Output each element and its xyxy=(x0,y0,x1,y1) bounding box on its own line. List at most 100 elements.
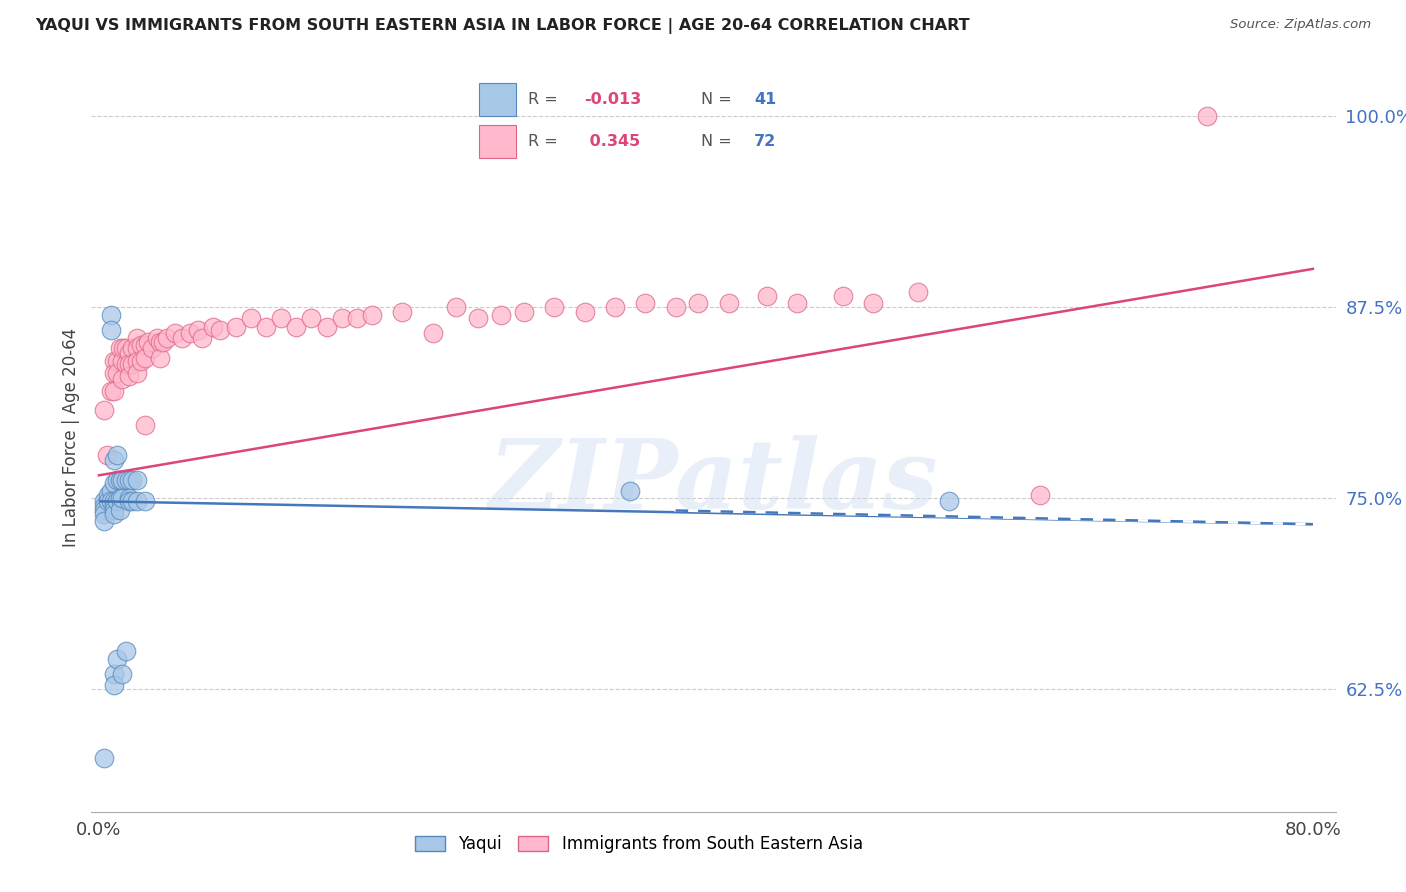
Point xyxy=(467,310,489,325)
Point xyxy=(163,326,186,340)
Point xyxy=(115,357,138,371)
Point xyxy=(422,326,444,340)
Point xyxy=(121,357,143,371)
Point xyxy=(225,320,247,334)
Point xyxy=(191,331,214,345)
Point xyxy=(125,353,148,368)
Point xyxy=(489,308,512,322)
Point xyxy=(141,342,163,356)
Point xyxy=(152,335,174,350)
Point xyxy=(110,503,132,517)
Point xyxy=(285,320,308,334)
Point xyxy=(134,494,156,508)
Point xyxy=(125,342,148,356)
Point xyxy=(103,678,125,692)
Point xyxy=(209,323,232,337)
Point xyxy=(105,366,128,380)
Point xyxy=(391,304,413,318)
Point xyxy=(103,384,125,399)
Point xyxy=(103,353,125,368)
Point xyxy=(97,494,120,508)
Point xyxy=(105,473,128,487)
Point xyxy=(103,503,125,517)
Point xyxy=(111,473,134,487)
Point xyxy=(100,494,122,508)
Point xyxy=(100,384,122,399)
Point xyxy=(105,353,128,368)
Point xyxy=(315,320,337,334)
Point xyxy=(93,507,115,521)
Y-axis label: In Labor Force | Age 20-64: In Labor Force | Age 20-64 xyxy=(62,327,80,547)
Point xyxy=(111,372,134,386)
Point xyxy=(125,494,148,508)
Point xyxy=(100,483,122,498)
Point xyxy=(634,295,657,310)
Point xyxy=(688,295,710,310)
Point xyxy=(93,503,115,517)
Point xyxy=(103,667,125,681)
Point xyxy=(105,449,128,463)
Point xyxy=(187,323,209,337)
Point xyxy=(299,310,322,325)
Point xyxy=(131,353,153,368)
Point xyxy=(110,342,132,356)
Point xyxy=(619,483,641,498)
Point xyxy=(125,331,148,345)
Point xyxy=(103,453,125,467)
Point xyxy=(125,366,148,380)
Point xyxy=(115,342,138,356)
Point xyxy=(862,295,884,310)
Point xyxy=(103,507,125,521)
Point xyxy=(254,320,277,334)
Point xyxy=(105,494,128,508)
Point xyxy=(179,326,201,340)
Point xyxy=(239,310,262,325)
Point xyxy=(118,494,141,508)
Point xyxy=(110,473,132,487)
Point xyxy=(156,331,179,345)
Point xyxy=(111,491,134,506)
Point xyxy=(115,644,138,658)
Point xyxy=(201,320,224,334)
Point xyxy=(361,308,384,322)
Point xyxy=(346,310,368,325)
Point xyxy=(172,331,194,345)
Point xyxy=(134,417,156,432)
Point xyxy=(149,351,172,365)
Point xyxy=(907,285,929,299)
Point xyxy=(1195,109,1218,123)
Point xyxy=(100,308,122,322)
Point xyxy=(121,473,143,487)
Point xyxy=(574,304,596,318)
Point xyxy=(93,499,115,513)
Point xyxy=(97,488,120,502)
Point xyxy=(1029,488,1052,502)
Point xyxy=(136,335,159,350)
Point xyxy=(513,304,536,318)
Point xyxy=(111,353,134,368)
Point xyxy=(100,323,122,337)
Text: YAQUI VS IMMIGRANTS FROM SOUTH EASTERN ASIA IN LABOR FORCE | AGE 20-64 CORRELATI: YAQUI VS IMMIGRANTS FROM SOUTH EASTERN A… xyxy=(35,18,970,34)
Point xyxy=(103,499,125,513)
Point xyxy=(118,491,141,506)
Point xyxy=(665,300,688,314)
Point xyxy=(103,494,125,508)
Point xyxy=(717,295,740,310)
Legend: Yaqui, Immigrants from South Eastern Asia: Yaqui, Immigrants from South Eastern Asi… xyxy=(408,829,869,860)
Point xyxy=(115,473,138,487)
Point xyxy=(603,300,626,314)
Point xyxy=(134,351,156,365)
Point xyxy=(93,514,115,528)
Point xyxy=(121,342,143,356)
Point xyxy=(444,300,467,314)
Text: Source: ZipAtlas.com: Source: ZipAtlas.com xyxy=(1230,18,1371,31)
Point xyxy=(131,338,153,352)
Point xyxy=(103,475,125,490)
Point xyxy=(831,289,853,303)
Point xyxy=(755,289,778,303)
Text: ZIPatlas: ZIPatlas xyxy=(489,435,938,529)
Point xyxy=(111,667,134,681)
Point xyxy=(112,342,135,356)
Point xyxy=(93,751,115,765)
Point xyxy=(270,310,292,325)
